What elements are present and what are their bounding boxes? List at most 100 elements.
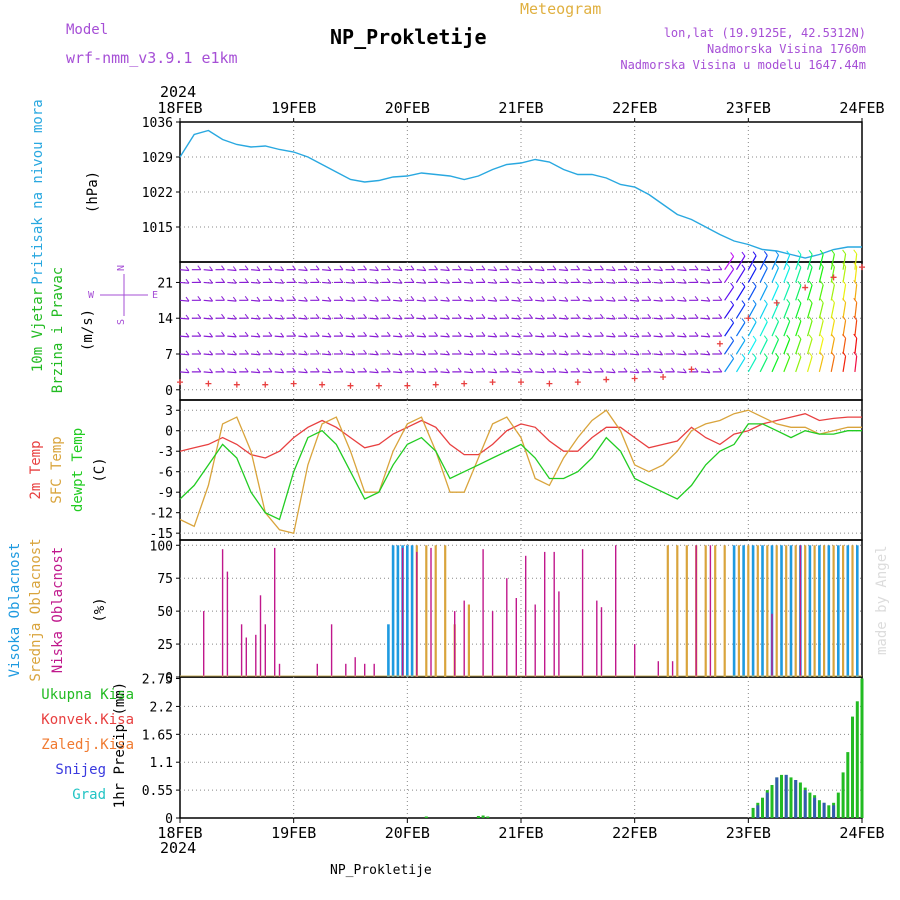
wind-barb-flag bbox=[221, 349, 225, 355]
wind-barb bbox=[830, 284, 835, 301]
wind-barb-flag bbox=[244, 331, 249, 337]
wind-barb bbox=[511, 281, 521, 284]
wind-barb-flag bbox=[775, 317, 779, 322]
wind-barb-flag bbox=[635, 332, 640, 338]
wind-barb bbox=[464, 335, 474, 338]
wind-barb-flag bbox=[564, 278, 569, 284]
wind-barb-flag bbox=[718, 367, 723, 373]
wind-barb-flag bbox=[682, 296, 687, 302]
wind-barb-flag bbox=[831, 249, 835, 255]
low-cloud-bar bbox=[401, 547, 404, 677]
wind-barb bbox=[274, 281, 284, 284]
wind-barb bbox=[806, 302, 813, 319]
wind-barb bbox=[582, 299, 592, 302]
mid-cloud-bar bbox=[676, 545, 679, 677]
xtick-label-top: 19FEB bbox=[271, 99, 316, 117]
wind-barb bbox=[700, 299, 710, 302]
wind-barb bbox=[795, 338, 802, 355]
wind-barb bbox=[735, 322, 746, 337]
wind-barb-flag bbox=[564, 332, 569, 338]
wind-barb bbox=[440, 353, 450, 356]
wind-barb-flag bbox=[244, 265, 249, 271]
wind-barb-flag bbox=[786, 352, 791, 358]
wind-barb bbox=[606, 335, 616, 338]
wind-barb-flag bbox=[185, 332, 190, 338]
wind-barb bbox=[700, 371, 710, 374]
wind-barb-flag bbox=[410, 367, 415, 373]
wind-speed-point bbox=[631, 375, 638, 382]
wind-barb-flag bbox=[819, 298, 824, 304]
wind-barb bbox=[677, 353, 687, 356]
low-cloud-bar bbox=[491, 611, 494, 677]
wind-barb-flag bbox=[730, 282, 734, 288]
wind-barb bbox=[854, 266, 858, 283]
wind-barb-flag bbox=[410, 349, 415, 355]
wind-barb-flag bbox=[775, 281, 779, 287]
wind-barb-flag bbox=[363, 313, 368, 319]
wind-barb-flag bbox=[374, 332, 379, 338]
wind-barb-flag bbox=[398, 278, 403, 284]
compass-n: N bbox=[116, 265, 127, 271]
wind-barb-flag bbox=[446, 350, 450, 356]
wind-barb-flag bbox=[611, 368, 616, 374]
wind-barb-flag bbox=[819, 249, 824, 255]
wind-barb bbox=[369, 371, 379, 374]
wind-barb-flag bbox=[363, 349, 368, 355]
wind-barb bbox=[806, 254, 813, 270]
wind-barb-flag bbox=[446, 314, 450, 320]
wind-barb bbox=[322, 353, 332, 356]
wind-barb bbox=[393, 353, 403, 356]
wind-barb bbox=[582, 353, 592, 356]
mid-cloud-bar bbox=[714, 545, 717, 677]
wind-barb-flag bbox=[797, 334, 802, 340]
wind-barb-flag bbox=[434, 278, 439, 283]
wind-barb-flag bbox=[659, 350, 663, 356]
model-altitude-label: Nadmorska Visina u modelu 1647.44m bbox=[620, 58, 866, 72]
wind-barb-flag bbox=[363, 278, 368, 283]
wind-barb-flag bbox=[694, 313, 699, 319]
wind-barb bbox=[179, 269, 190, 272]
wind-barb bbox=[653, 269, 663, 272]
wind-barb-flag bbox=[808, 250, 813, 255]
wind-barb-flag bbox=[351, 266, 356, 271]
wind-barb-flag bbox=[694, 349, 699, 355]
ytick-label-temperature: -9 bbox=[157, 486, 173, 501]
wind-barb-flag bbox=[647, 349, 652, 355]
wind-barb-flag bbox=[517, 266, 521, 271]
wind-barb-flag bbox=[209, 278, 214, 284]
wind-barb-flag bbox=[339, 295, 344, 301]
wind-barb bbox=[653, 335, 663, 338]
ytick-label-precip: 1.1 bbox=[150, 756, 173, 771]
wind-barb-flag bbox=[786, 334, 791, 340]
wind-barb bbox=[227, 371, 237, 374]
wind-barb-flag bbox=[529, 265, 533, 271]
low-cloud-bar bbox=[259, 595, 262, 677]
wind-barb bbox=[558, 371, 568, 374]
wind-barb-flag bbox=[256, 350, 261, 356]
wind-barb-flag bbox=[410, 278, 415, 283]
wind-barb-flag bbox=[741, 353, 746, 359]
wind-barb-flag bbox=[292, 278, 297, 283]
wind-barb bbox=[854, 338, 858, 355]
wind-barb bbox=[369, 281, 379, 284]
wind-barb-flag bbox=[671, 367, 675, 373]
lonlat-label: lon,lat (19.9125E, 42.5312N) bbox=[664, 26, 866, 40]
wind-barb bbox=[464, 317, 474, 320]
ytick-label-clouds: 75 bbox=[157, 572, 173, 587]
wind-barb-flag bbox=[398, 368, 403, 374]
wind-barb bbox=[416, 317, 426, 320]
wind-speed-point bbox=[802, 284, 809, 291]
wind-barb-flag bbox=[505, 349, 510, 355]
wind-barb bbox=[322, 269, 332, 272]
wind-barb bbox=[535, 281, 545, 284]
wind-barb-flag bbox=[611, 266, 616, 271]
wind-barb bbox=[487, 269, 497, 272]
ytick-label-temperature: -6 bbox=[157, 466, 173, 481]
wind-barb-flag bbox=[623, 265, 628, 271]
wind-barb-flag bbox=[552, 349, 557, 355]
wind-barb-flag bbox=[718, 295, 723, 301]
wind-barb-flag bbox=[808, 334, 813, 340]
wind-barb-flag bbox=[280, 314, 285, 320]
altitude-label: Nadmorska Visina 1760m bbox=[707, 42, 866, 56]
